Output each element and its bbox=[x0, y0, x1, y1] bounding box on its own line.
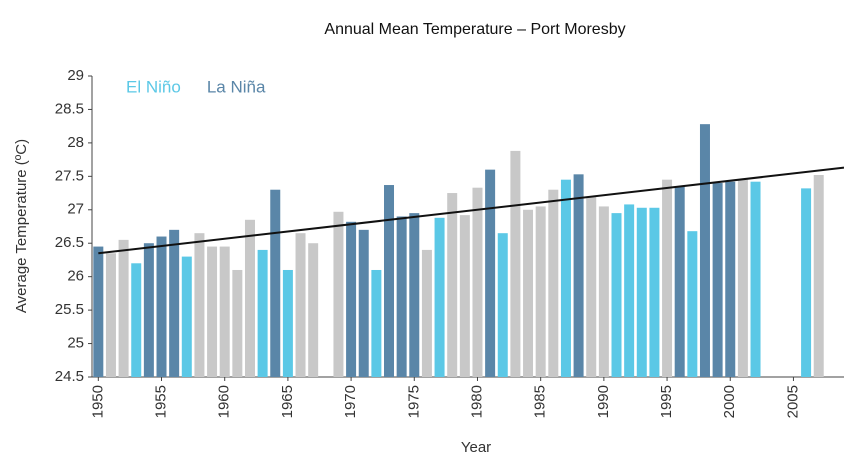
bar bbox=[118, 239, 129, 377]
x-tick-label: 1990 bbox=[595, 385, 612, 418]
bar bbox=[232, 269, 243, 377]
bar bbox=[649, 207, 660, 377]
x-tick-label: 1955 bbox=[152, 385, 169, 418]
bar bbox=[131, 263, 142, 377]
x-tick-label: 1960 bbox=[216, 385, 233, 418]
x-tick-label: 1975 bbox=[405, 385, 422, 418]
y-tick-label: 28.5 bbox=[55, 100, 84, 117]
bar bbox=[447, 193, 458, 377]
bar bbox=[105, 253, 116, 377]
y-tick-label: 27 bbox=[67, 201, 84, 218]
bar bbox=[725, 181, 736, 377]
x-tick-label: 2005 bbox=[784, 385, 801, 418]
bar bbox=[333, 211, 344, 377]
y-tick-label: 26 bbox=[67, 268, 84, 285]
bar bbox=[510, 150, 521, 377]
bar bbox=[573, 174, 584, 377]
bar bbox=[143, 243, 154, 377]
bar bbox=[497, 233, 508, 377]
trend-line bbox=[98, 166, 844, 255]
bar bbox=[699, 124, 710, 377]
bar bbox=[181, 256, 192, 377]
bar bbox=[662, 179, 673, 377]
y-tick-label: 27.5 bbox=[55, 167, 84, 184]
bar bbox=[169, 229, 180, 377]
x-tick-label: 1965 bbox=[279, 385, 296, 418]
legend-entry: El Niño bbox=[126, 77, 181, 96]
bar bbox=[156, 236, 167, 377]
bar bbox=[219, 246, 230, 377]
x-axis-label: Year bbox=[461, 439, 491, 456]
bar bbox=[308, 243, 319, 377]
bar bbox=[624, 204, 635, 377]
x-tick-label: 1970 bbox=[342, 385, 359, 418]
bar bbox=[523, 209, 534, 377]
bar bbox=[485, 169, 496, 377]
y-tick-label: 28 bbox=[67, 134, 84, 151]
bar bbox=[371, 269, 382, 377]
bar bbox=[93, 246, 104, 377]
bar bbox=[801, 188, 812, 377]
x-tick-label: 1950 bbox=[89, 385, 106, 418]
bar bbox=[611, 213, 622, 377]
bar bbox=[472, 187, 483, 377]
bar bbox=[434, 217, 445, 377]
x-tick-label: 2000 bbox=[721, 385, 738, 418]
bar bbox=[535, 206, 546, 377]
y-axis-label: Average Temperature (ºC) bbox=[13, 139, 30, 313]
y-tick-label: 29 bbox=[67, 67, 84, 84]
bar bbox=[282, 269, 293, 377]
bar bbox=[244, 219, 255, 377]
bar bbox=[346, 221, 357, 377]
bar bbox=[586, 196, 597, 377]
bar bbox=[194, 233, 205, 377]
x-tick-label: 1995 bbox=[658, 385, 675, 418]
bar bbox=[207, 246, 218, 377]
x-tick-label: 1980 bbox=[468, 385, 485, 418]
bar bbox=[396, 216, 407, 377]
legend-entry: La Niña bbox=[207, 77, 266, 96]
bar bbox=[257, 249, 268, 377]
bar bbox=[560, 179, 571, 377]
bar bbox=[270, 189, 281, 377]
bar bbox=[712, 183, 723, 377]
bar bbox=[295, 233, 306, 377]
bar bbox=[421, 249, 432, 377]
bar bbox=[459, 215, 470, 377]
bar bbox=[548, 189, 559, 377]
bar bbox=[737, 179, 748, 377]
bar bbox=[750, 181, 761, 377]
bar bbox=[409, 213, 420, 377]
bar bbox=[358, 229, 369, 377]
bar bbox=[813, 174, 824, 377]
y-tick-label: 24.5 bbox=[55, 368, 84, 385]
bar bbox=[674, 186, 685, 377]
y-tick-label: 26.5 bbox=[55, 234, 84, 251]
chart-title: Annual Mean Temperature – Port Moresby bbox=[324, 21, 625, 38]
x-tick-label: 1985 bbox=[532, 385, 549, 418]
bar bbox=[384, 185, 395, 377]
bar bbox=[598, 206, 609, 377]
bar bbox=[687, 231, 698, 377]
y-tick-label: 25 bbox=[67, 335, 84, 352]
y-tick-label: 25.5 bbox=[55, 301, 84, 318]
bar bbox=[636, 207, 647, 377]
